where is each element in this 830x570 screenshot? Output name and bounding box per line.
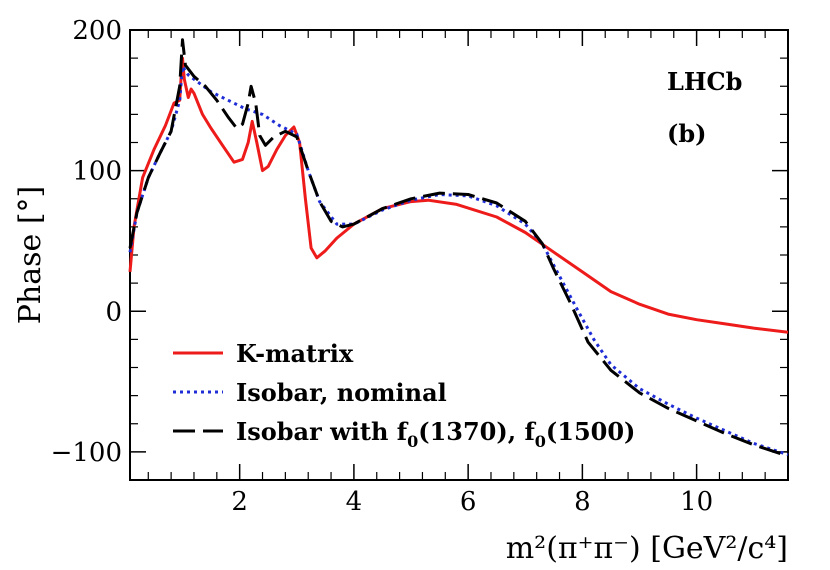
x-tick-label: 10 [680,487,713,517]
y-axis-title: Phase [°] [13,186,48,325]
y-tick-label: 200 [72,16,122,46]
legend-label-k-matrix: K-matrix [236,339,354,368]
axis-ticks: −100 0 100 200 2 4 6 8 10 [51,16,788,517]
legend-label-isobar-f0: Isobar with f0(1370), f0(1500) [236,417,635,451]
legend-label-isobar-nominal: Isobar, nominal [236,378,447,407]
plot-frame [129,29,789,481]
panel-label: (b) [667,119,707,148]
series-curves [128,38,789,458]
experiment-label: LHCb [667,67,742,96]
y-tick-label: −100 [51,438,122,468]
y-tick-label: 0 [105,297,122,327]
legend: K-matrix Isobar, nominal Isobar with f0(… [173,339,635,451]
x-axis-title: m²(π⁺π⁻) [GeV²/c⁴] [506,531,788,566]
x-tick-label: 2 [231,487,248,517]
series-isobar-f0 [128,38,789,458]
y-tick-label: 100 [72,157,122,187]
x-tick-label: 4 [346,487,363,517]
x-tick-label: 8 [574,487,591,517]
x-tick-label: 6 [460,487,477,517]
